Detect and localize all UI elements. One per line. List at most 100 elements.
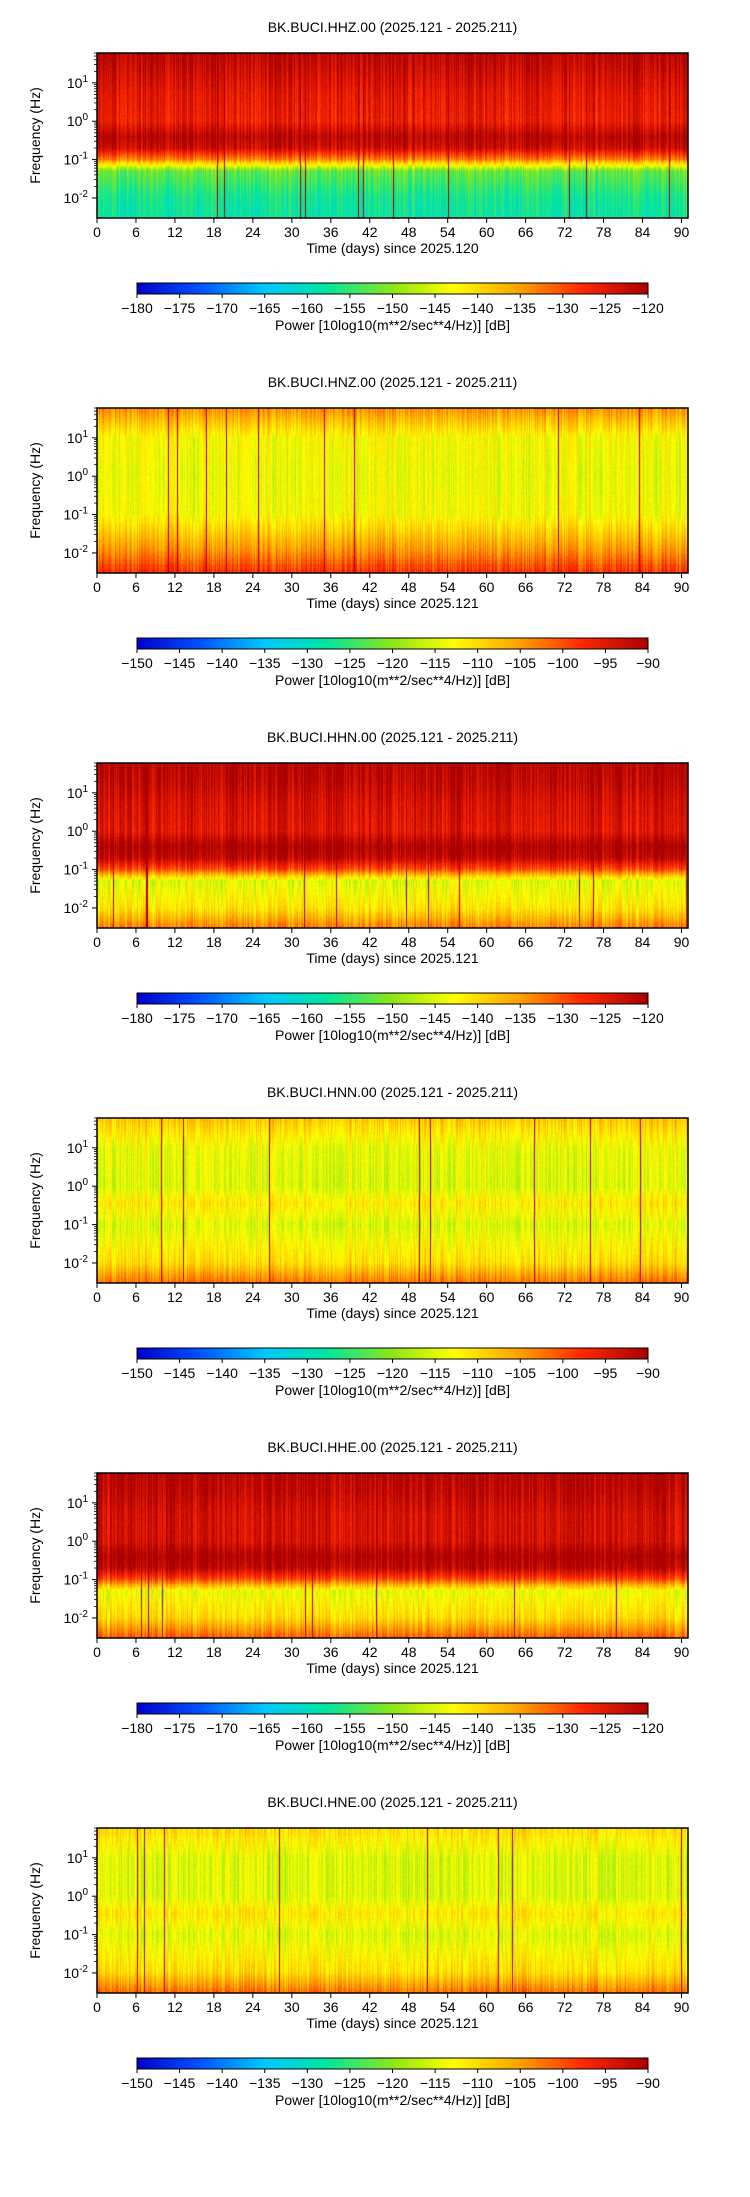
colorbar-tick-label: −105: [504, 2075, 536, 2091]
y-tick-label: 10-2: [64, 189, 89, 206]
x-tick-label: 90: [674, 1999, 690, 2015]
x-axis-label: Time (days) since 2025.120: [306, 240, 478, 256]
colorbar-tick-label: −140: [206, 1365, 238, 1381]
y-tick-exponent: 1: [82, 1139, 88, 1150]
x-tick-label: 60: [479, 579, 495, 595]
colorbar-tick-label: −145: [419, 1720, 451, 1736]
colorbar-tick-label: −120: [377, 1365, 409, 1381]
x-tick-label: 18: [206, 1644, 222, 1660]
colorbar-label: Power [10log10(m**2/sec**4/Hz)] [dB]: [275, 317, 510, 333]
colorbar-tick-label: −175: [164, 300, 196, 316]
colorbar-tick-label: −145: [164, 2075, 196, 2091]
x-tick-label: 30: [284, 1644, 300, 1660]
colorbar-tick-label: −175: [164, 1720, 196, 1736]
x-tick-label: 60: [479, 1644, 495, 1660]
y-tick-exponent: -2: [79, 189, 88, 200]
y-tick-exponent: 1: [82, 1849, 88, 1860]
x-tick-label: 42: [362, 224, 378, 240]
y-tick-exponent: 1: [82, 429, 88, 440]
y-tick-base: 10: [64, 1572, 80, 1588]
x-tick-label: 48: [401, 1644, 417, 1660]
y-tick-base: 10: [64, 507, 80, 523]
x-tick-label: 42: [362, 934, 378, 950]
x-tick-label: 78: [596, 1644, 612, 1660]
x-tick-label: 12: [167, 579, 183, 595]
y-tick-base: 10: [67, 785, 83, 801]
y-tick-base: 10: [64, 190, 80, 206]
colorbar-tick-label: −160: [292, 1010, 324, 1026]
x-tick-label: 36: [323, 224, 339, 240]
x-axis-label: Time (days) since 2025.121: [306, 2015, 478, 2031]
x-tick-label: 0: [93, 934, 101, 950]
x-tick-label: 0: [93, 224, 101, 240]
x-tick-label: 54: [440, 224, 456, 240]
colorbar-label: Power [10log10(m**2/sec**4/Hz)] [dB]: [275, 2092, 510, 2108]
colorbar-tick-label: −170: [206, 1010, 238, 1026]
y-tick-base: 10: [67, 1140, 83, 1156]
colorbar-tick-label: −150: [377, 1010, 409, 1026]
y-tick-exponent: -2: [79, 1964, 88, 1975]
colorbar-tick-label: −120: [377, 655, 409, 671]
colorbar-tick-label: −155: [334, 1720, 366, 1736]
x-tick-label: 78: [596, 1289, 612, 1305]
spectrogram-heatmap: [97, 763, 688, 928]
spectrogram-panel: BK.BUCI.HHZ.00 (2025.121 - 2025.211)0 6 12…: [27, 19, 690, 333]
x-tick-label: 48: [401, 934, 417, 950]
y-tick-label: 10-1: [64, 861, 89, 878]
colorbar-tick-label: −155: [334, 1010, 366, 1026]
x-tick-label: 30: [284, 934, 300, 950]
spectrogram-panel: BK.BUCI.HNE.00 (2025.121 - 2025.211)0 6 12…: [27, 1794, 690, 2108]
colorbar-tick-label: −135: [249, 1365, 281, 1381]
y-tick-base: 10: [64, 1927, 80, 1943]
chart-title: BK.BUCI.HHZ.00 (2025.121 - 2025.211): [268, 19, 518, 35]
x-tick-label: 6: [132, 1999, 140, 2015]
x-tick-label: 18: [206, 934, 222, 950]
y-tick-label: 10-1: [64, 1926, 89, 1943]
x-tick-label: 24: [245, 1289, 261, 1305]
colorbar-tick-label: −125: [334, 2075, 366, 2091]
chart-title: BK.BUCI.HHE.00 (2025.121 - 2025.211): [267, 1439, 517, 1455]
colorbar-tick-label: −180: [121, 300, 153, 316]
y-tick-base: 10: [64, 1965, 80, 1981]
y-tick-exponent: 0: [82, 822, 88, 833]
colorbar-tick-label: −145: [164, 1365, 196, 1381]
colorbar-tick-label: −125: [334, 655, 366, 671]
colorbar-tick-label: −150: [377, 300, 409, 316]
x-tick-label: 84: [635, 224, 651, 240]
chart-title: BK.BUCI.HHN.00 (2025.121 - 2025.211): [267, 729, 518, 745]
chart-title: BK.BUCI.HNN.00 (2025.121 - 2025.211): [267, 1084, 518, 1100]
colorbar-tick-label: −115: [420, 2075, 451, 2091]
x-tick-label: 30: [284, 579, 300, 595]
x-tick-label: 78: [596, 1999, 612, 2015]
y-tick-exponent: 0: [82, 1532, 88, 1543]
x-tick-label: 78: [596, 579, 612, 595]
y-tick-base: 10: [67, 468, 83, 484]
plot-frame: [96, 1117, 689, 1284]
y-tick-label: 100: [67, 1177, 89, 1194]
x-tick-label: 72: [557, 1644, 573, 1660]
x-tick-label: 54: [440, 1289, 456, 1305]
x-tick-label: 36: [323, 934, 339, 950]
x-tick-label: 18: [206, 1289, 222, 1305]
y-tick-base: 10: [64, 1610, 80, 1626]
x-tick-label: 54: [440, 934, 456, 950]
y-tick-base: 10: [67, 823, 83, 839]
y-tick-base: 10: [67, 113, 83, 129]
plot-frame: [96, 1827, 689, 1994]
y-axis-label: Frequency (Hz): [27, 442, 43, 538]
y-axis-label: Frequency (Hz): [27, 1862, 43, 1958]
colorbar-tick-label: −110: [462, 1365, 493, 1381]
y-tick-base: 10: [67, 1178, 83, 1194]
colorbar-tick-label: −90: [636, 1365, 660, 1381]
x-tick-label: 24: [245, 579, 261, 595]
spectrogram-heatmap: [97, 408, 688, 573]
x-tick-label: 90: [674, 1289, 690, 1305]
colorbar-tick-label: −140: [462, 1720, 494, 1736]
colorbar-tick-label: −125: [590, 1010, 622, 1026]
x-tick-label: 72: [557, 1999, 573, 2015]
y-tick-exponent: 1: [82, 1494, 88, 1505]
y-tick-label: 10-1: [64, 151, 89, 168]
colorbar-label: Power [10log10(m**2/sec**4/Hz)] [dB]: [275, 1737, 510, 1753]
y-tick-exponent: -2: [79, 1254, 88, 1265]
colorbar-label: Power [10log10(m**2/sec**4/Hz)] [dB]: [275, 1027, 510, 1043]
